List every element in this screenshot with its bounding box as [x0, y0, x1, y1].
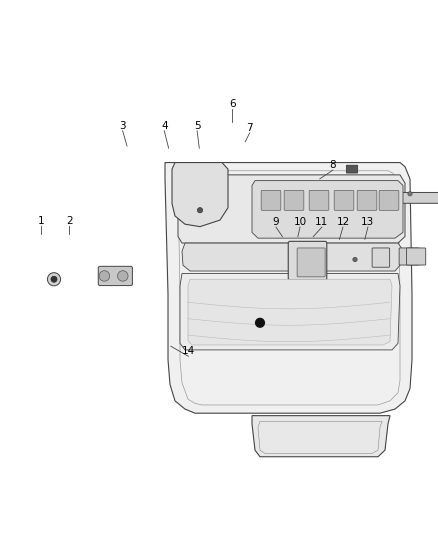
FancyBboxPatch shape: [399, 248, 419, 265]
FancyBboxPatch shape: [309, 190, 329, 210]
Text: 6: 6: [229, 99, 236, 109]
FancyBboxPatch shape: [289, 192, 438, 203]
Polygon shape: [178, 175, 405, 243]
Text: 5: 5: [194, 120, 201, 131]
FancyBboxPatch shape: [346, 165, 358, 173]
FancyBboxPatch shape: [334, 190, 354, 210]
Text: 7: 7: [246, 123, 253, 133]
Circle shape: [256, 318, 265, 327]
Polygon shape: [180, 273, 400, 350]
FancyBboxPatch shape: [357, 190, 377, 210]
Circle shape: [117, 271, 128, 281]
Circle shape: [408, 191, 412, 196]
Text: 2: 2: [66, 216, 73, 226]
Polygon shape: [172, 163, 228, 227]
Polygon shape: [165, 163, 412, 413]
Text: 13: 13: [361, 217, 374, 227]
FancyBboxPatch shape: [297, 248, 325, 277]
Polygon shape: [252, 416, 390, 457]
Text: 11: 11: [315, 217, 328, 227]
Polygon shape: [188, 279, 392, 345]
Circle shape: [47, 273, 60, 286]
Polygon shape: [182, 243, 402, 271]
Text: 12: 12: [336, 217, 350, 227]
Text: 14: 14: [182, 346, 195, 356]
Text: 8: 8: [329, 160, 336, 170]
FancyBboxPatch shape: [406, 248, 426, 265]
Text: 3: 3: [119, 120, 126, 131]
Text: 1: 1: [37, 216, 44, 226]
FancyBboxPatch shape: [372, 248, 390, 267]
Text: 4: 4: [161, 120, 168, 131]
Text: 9: 9: [272, 217, 279, 227]
Polygon shape: [252, 181, 403, 238]
Circle shape: [353, 257, 357, 262]
Circle shape: [198, 207, 203, 213]
Circle shape: [51, 276, 57, 282]
FancyBboxPatch shape: [261, 190, 281, 210]
FancyBboxPatch shape: [288, 241, 327, 280]
FancyBboxPatch shape: [284, 190, 304, 210]
Text: 10: 10: [293, 217, 307, 227]
FancyBboxPatch shape: [98, 266, 132, 286]
FancyBboxPatch shape: [379, 190, 399, 210]
Circle shape: [99, 271, 110, 281]
